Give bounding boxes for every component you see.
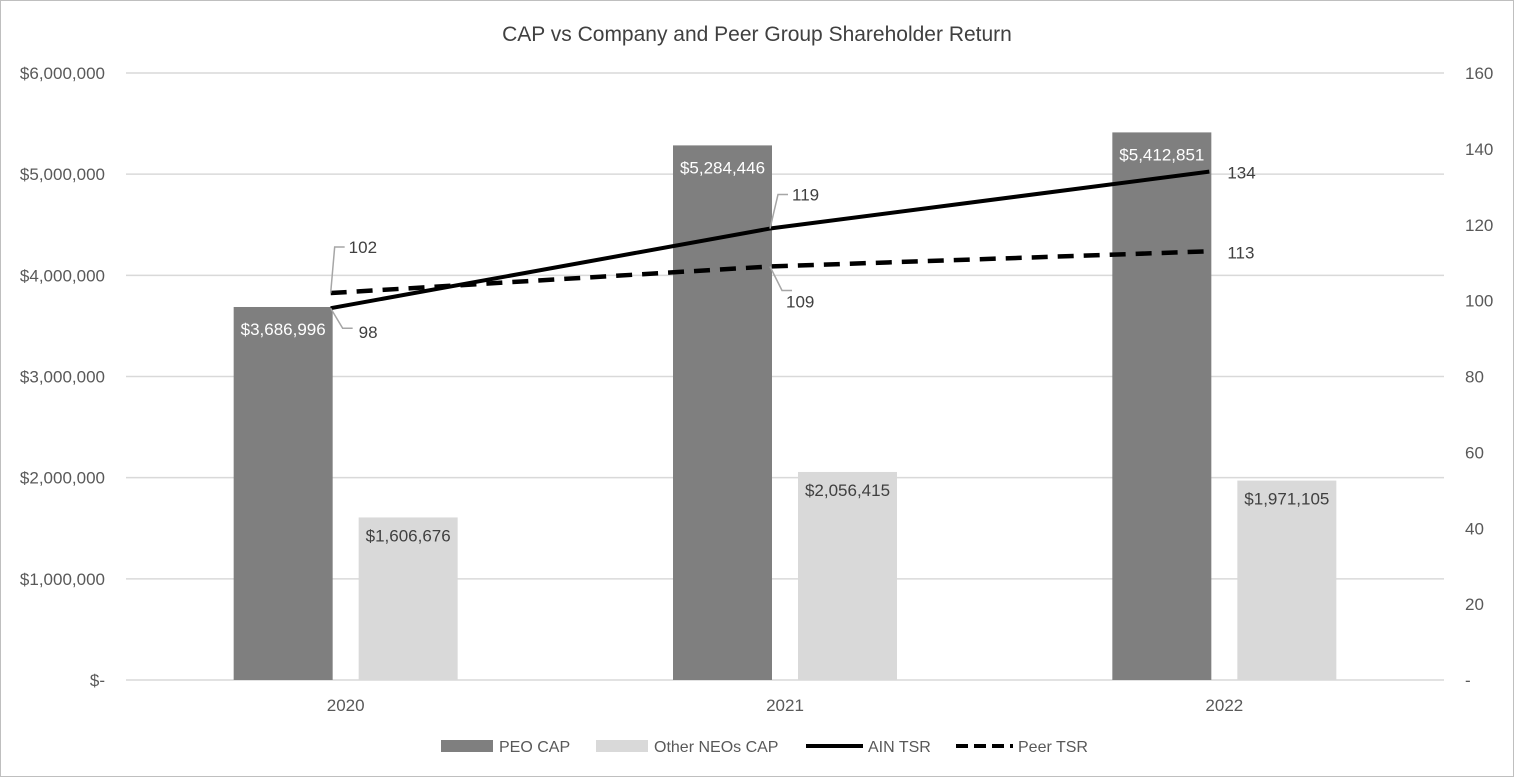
peer-tsr-leader — [769, 266, 792, 292]
other-neos-cap-bar — [358, 517, 458, 680]
data-labels: $3,686,996 $1,606,676 $5,284,446 $2,056,415… — [241, 145, 1330, 545]
legend-peer-tsr[interactable]: Peer TSR — [956, 739, 1088, 756]
legend-other-neos-cap[interactable]: Other NEOs CAP — [596, 739, 778, 756]
chart-title: CAP vs Company and Peer Group Shareholde… — [502, 23, 1012, 46]
other-neos-cap-label: $2,056,415 — [805, 481, 890, 500]
x-axis: 2020 2021 2022 — [327, 696, 1243, 715]
right-y-axis: - 20 40 60 80 100 120 140 160 — [1465, 64, 1493, 690]
ain-tsr-label: 119 — [792, 186, 819, 205]
ain-tsr-label: 98 — [359, 323, 378, 342]
peer-tsr-label: 102 — [349, 238, 377, 257]
left-tick-label: $1,000,000 — [20, 570, 105, 589]
ain-tsr-leader — [330, 307, 353, 329]
other-neos-cap-label: $1,971,105 — [1244, 490, 1329, 509]
right-tick-label: 40 — [1465, 519, 1484, 538]
legend-other-neos-cap-swatch — [596, 740, 648, 752]
left-tick-label: $2,000,000 — [20, 469, 105, 488]
left-tick-label: $6,000,000 — [20, 64, 105, 83]
x-tick-label: 2021 — [766, 696, 804, 715]
peer-tsr-label: 113 — [1227, 243, 1254, 262]
right-tick-label: 160 — [1465, 64, 1493, 83]
peo-cap-bar — [1112, 132, 1212, 680]
legend-ain-tsr[interactable]: AIN TSR — [806, 739, 931, 756]
other-neos-cap-bar — [798, 471, 897, 680]
peo-cap-label: $5,284,446 — [680, 158, 765, 177]
left-tick-label: $- — [90, 671, 105, 690]
left-tick-label: $4,000,000 — [20, 266, 105, 285]
peer-tsr-leader — [329, 246, 345, 294]
left-y-axis: $- $1,000,000 $2,000,000 $3,000,000 $4,000,0… — [20, 64, 105, 690]
legend-peer-tsr-label: Peer TSR — [1018, 739, 1088, 756]
right-tick-label: 20 — [1465, 595, 1484, 614]
right-tick-label: 140 — [1465, 140, 1493, 159]
ain-tsr-label: 134 — [1227, 164, 1255, 183]
other-neos-cap-label: $1,606,676 — [366, 526, 451, 545]
peo-cap-bar — [233, 306, 333, 680]
left-tick-label: $3,000,000 — [20, 368, 105, 387]
legend-peo-cap-label: PEO CAP — [499, 739, 570, 756]
peer-tsr-label: 109 — [786, 292, 814, 311]
legend[interactable]: PEO CAP Other NEOs CAP AIN TSR Peer TSR — [441, 739, 1088, 756]
legend-peo-cap[interactable]: PEO CAP — [441, 739, 570, 756]
other-neos-cap-bar — [1237, 480, 1337, 680]
x-tick-label: 2022 — [1205, 696, 1243, 715]
right-tick-label: 80 — [1465, 368, 1484, 387]
right-tick-label: 120 — [1465, 216, 1493, 235]
ain-tsr-leader — [769, 193, 788, 229]
right-tick-label: - — [1465, 671, 1471, 690]
right-tick-label: 100 — [1465, 292, 1493, 311]
legend-peo-cap-swatch — [441, 740, 493, 752]
legend-ain-tsr-label: AIN TSR — [868, 739, 931, 756]
peer-tsr-line — [330, 249, 1210, 296]
legend-other-neos-cap-label: Other NEOs CAP — [654, 739, 778, 756]
bar-series — [233, 132, 1337, 681]
x-tick-label: 2020 — [327, 696, 365, 715]
peo-cap-bar — [673, 145, 772, 681]
peo-cap-label: $5,412,851 — [1119, 145, 1204, 164]
left-tick-label: $5,000,000 — [20, 165, 105, 184]
right-tick-label: 60 — [1465, 443, 1484, 462]
peo-cap-label: $3,686,996 — [241, 320, 326, 339]
gridlines — [126, 72, 1444, 681]
